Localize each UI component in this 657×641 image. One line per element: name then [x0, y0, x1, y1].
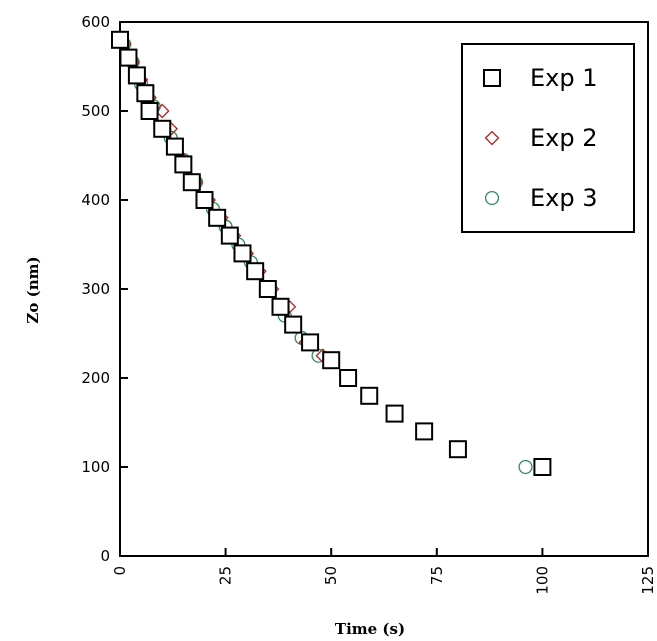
data-point-square [533, 458, 552, 476]
data-point-square [385, 404, 404, 423]
data-point-square [208, 208, 227, 227]
legend-marker-square [483, 69, 501, 87]
x-tick-label: 75 [428, 566, 446, 585]
data-point-square [165, 137, 184, 156]
x-tick-label: 100 [533, 566, 551, 595]
data-point-circle [518, 459, 533, 475]
data-point-square [119, 48, 138, 67]
x-tick-label: 0 [111, 566, 129, 576]
legend-label-exp-2: Exp 2 [530, 124, 598, 152]
data-point-square [301, 333, 320, 352]
data-point-square [111, 30, 129, 49]
data-point-square [127, 66, 146, 85]
data-point-square [174, 155, 193, 174]
y-tick-label: 300 [81, 280, 110, 298]
data-point-square [220, 226, 239, 245]
legend: Exp 1 Exp 2 Exp 3 [461, 43, 635, 233]
data-markers [111, 30, 552, 476]
data-point-square [284, 315, 303, 334]
data-point-square [140, 102, 159, 120]
x-axis-ticks: 0 25 50 75 100 125 [111, 548, 657, 595]
data-point-square [271, 297, 290, 316]
legend-label-exp-1: Exp 1 [530, 64, 598, 92]
data-point-square [195, 191, 214, 209]
data-point-square [233, 244, 252, 263]
y-tick-label: 0 [100, 547, 110, 565]
legend-marker-diamond [484, 130, 500, 146]
data-point-square [136, 84, 155, 103]
data-point-square [415, 422, 434, 441]
y-tick-label: 200 [81, 369, 110, 387]
data-point-square [448, 440, 467, 459]
legend-markers [483, 69, 501, 206]
data-point-square [182, 173, 201, 192]
data-point-square [322, 351, 341, 370]
y-tick-label: 100 [81, 458, 110, 476]
data-point-square [360, 386, 379, 405]
x-tick-label: 25 [217, 566, 235, 585]
y-tick-label: 400 [81, 191, 110, 209]
y-axis-title: Zo (nm) [24, 256, 42, 323]
x-tick-label: 50 [322, 566, 340, 585]
legend-marker-circle [484, 190, 500, 206]
y-axis-ticks: 0 100 200 300 400 500 600 [81, 13, 128, 565]
x-axis-title: Time (s) [335, 620, 405, 638]
data-point-square [246, 262, 265, 281]
y-tick-label: 500 [81, 102, 110, 120]
x-tick-label: 125 [639, 566, 657, 595]
data-point-square [339, 369, 358, 387]
y-tick-label: 600 [81, 13, 110, 31]
data-point-square [258, 280, 277, 298]
legend-label-exp-3: Exp 3 [530, 184, 598, 212]
data-point-square [153, 119, 172, 138]
